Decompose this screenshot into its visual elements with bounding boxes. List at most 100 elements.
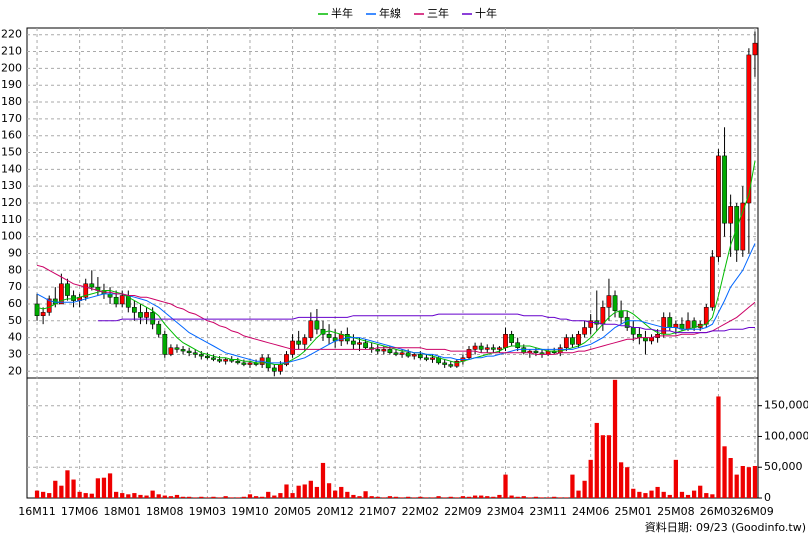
volume-bar [716, 396, 721, 498]
candle-body [612, 295, 618, 311]
candle-body [180, 349, 186, 352]
candle-body [144, 312, 149, 318]
volume-bar [424, 497, 429, 498]
volume-bar [710, 494, 715, 498]
legend-label: 三年 [427, 6, 449, 20]
volume-bar [369, 496, 374, 498]
volume-bar [326, 483, 332, 498]
candle-body [247, 362, 253, 365]
candle-body [716, 155, 721, 258]
candle-body [509, 334, 514, 343]
candle-body [284, 354, 289, 365]
y-tick-label: 180 [1, 95, 22, 108]
y-tick-label: 90 [8, 246, 22, 259]
volume-bar [65, 470, 70, 498]
volume-bar [114, 491, 119, 498]
y-tick-label: 130 [1, 179, 22, 192]
volume-bar [229, 497, 234, 498]
volume-bar [107, 473, 113, 498]
volume-bar [320, 462, 326, 498]
legend-label: 十年 [475, 6, 497, 20]
candle-body [576, 334, 581, 345]
volume-bar [618, 462, 624, 498]
candle-body [387, 349, 393, 354]
candle-body [296, 340, 302, 345]
volume-bar [406, 496, 411, 498]
y-tick-label: 150 [1, 146, 22, 159]
candle-body [484, 347, 490, 350]
candle-body [58, 283, 64, 305]
y-tick-label: 220 [1, 28, 22, 41]
volume-bar [34, 490, 40, 498]
candle-body [314, 320, 320, 330]
volume-bar [314, 486, 320, 498]
volume-bar [168, 496, 174, 498]
candle-body [533, 350, 539, 354]
volume-bar [308, 480, 313, 498]
volume-bar [357, 496, 362, 498]
volume-bar [576, 490, 581, 498]
volume-bar [412, 497, 417, 498]
candle-body [375, 349, 381, 352]
candle-body [278, 364, 283, 372]
volume-bar [545, 497, 551, 498]
volume-bar [606, 435, 612, 498]
volume-bar [193, 497, 198, 498]
ma-line [97, 313, 755, 334]
y-tick-label: 100 [1, 230, 22, 243]
x-tick-label: 26M09 [736, 505, 774, 518]
y2-tick-label: 50,000 [764, 460, 803, 473]
candle-body [138, 312, 143, 318]
candle-body [223, 359, 229, 362]
candle-body [661, 317, 667, 335]
volume-bar [521, 496, 526, 498]
volume-bar [217, 497, 222, 498]
y-tick-label: 140 [1, 162, 22, 175]
candle-body [156, 323, 162, 335]
footer: 資料日期: 09/23 (Goodinfo.tw) [645, 520, 806, 534]
volume-bar [454, 497, 459, 498]
x-tick-label: 22M09 [444, 505, 482, 518]
volume-bar [442, 497, 447, 498]
volume-bar [631, 488, 636, 498]
volume-bar [448, 496, 453, 498]
volume-bar [570, 474, 575, 498]
candle-body [119, 295, 125, 305]
volume-bar [101, 477, 107, 498]
candle-body [192, 352, 198, 355]
y2-tick-label: 0 [764, 491, 771, 504]
candle-body [466, 349, 472, 359]
volume-bar [625, 467, 630, 498]
volume-bar [247, 494, 253, 498]
candle-body [740, 202, 746, 251]
candle-body [399, 352, 405, 355]
y-tick-label: 190 [1, 78, 22, 91]
candle-body [308, 320, 314, 338]
y2-tick-label: 150,000 [764, 399, 808, 412]
ma-line [36, 160, 756, 365]
volume-bar [95, 478, 101, 498]
volume-bar [89, 493, 94, 498]
x-tick-label: 25M01 [615, 505, 653, 518]
volume-bar [211, 496, 216, 498]
candle-body [752, 42, 758, 56]
volume-bar [460, 496, 466, 498]
x-tick-label: 19M10 [231, 505, 269, 518]
volume-bar [722, 446, 727, 498]
candle-body [162, 334, 168, 355]
candle-body [411, 354, 417, 357]
y-tick-label: 70 [8, 280, 22, 293]
y-tick-label: 200 [1, 61, 22, 74]
volume-bar [746, 467, 752, 498]
candle-body [703, 307, 709, 325]
volume-bar [180, 496, 186, 498]
volume-bar [582, 480, 587, 498]
volume-bar [704, 493, 709, 498]
volume-bar [612, 379, 618, 498]
volume-bar [156, 494, 161, 498]
volume-bar [345, 491, 350, 498]
candle-body [241, 362, 247, 365]
candle-body [271, 367, 277, 372]
volume-bar [418, 496, 423, 498]
